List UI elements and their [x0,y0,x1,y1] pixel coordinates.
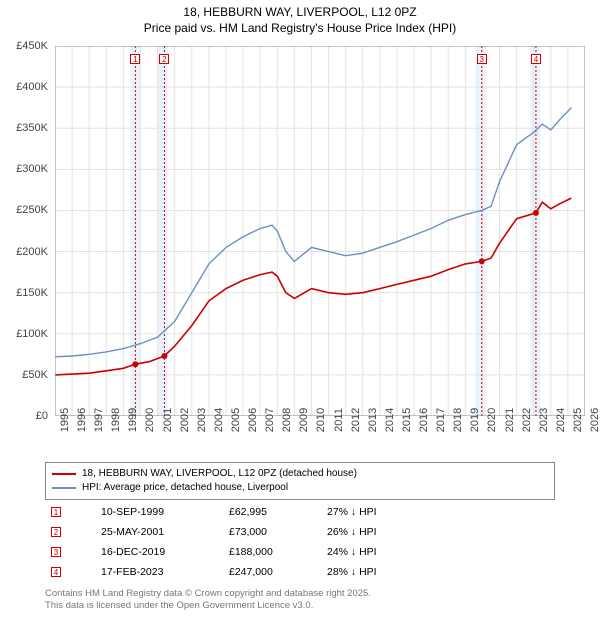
x-tick-label: 2012 [350,408,362,432]
x-tick-label: 2019 [469,408,481,432]
sales-marker-box: 2 [51,527,61,537]
x-tick-label: 1998 [110,408,122,432]
chart-marker-box: 4 [531,54,541,64]
x-tick-label: 2002 [179,408,191,432]
y-tick-label: £100K [16,328,48,340]
x-tick-label: 2010 [315,408,327,432]
x-tick-label: 2016 [418,408,430,432]
y-axis-labels: £0£50K£100K£150K£200K£250K£300K£350K£400… [0,46,52,416]
sales-price: £73,000 [229,526,309,538]
x-tick-label: 1996 [76,408,88,432]
sales-date: 25-MAY-2001 [101,526,211,538]
x-tick-label: 2005 [230,408,242,432]
x-tick-label: 1995 [59,408,71,432]
x-tick-label: 2024 [555,408,567,432]
x-tick-label: 2011 [333,408,345,432]
y-tick-label: £200K [16,246,48,258]
legend-row: 18, HEBBURN WAY, LIVERPOOL, L12 0PZ (det… [52,467,548,481]
sales-price: £188,000 [229,546,309,558]
sales-table: 1 10-SEP-1999 £62,995 27% ↓ HPI 2 25-MAY-2001… [45,502,417,582]
x-tick-label: 2014 [384,408,396,432]
x-tick-label: 2004 [213,408,225,432]
sales-date: 17-FEB-2023 [101,566,211,578]
x-tick-label: 1997 [93,408,105,432]
x-tick-label: 2001 [162,408,174,432]
x-tick-label: 2023 [538,408,550,432]
x-tick-label: 2017 [435,408,447,432]
x-tick-label: 2003 [196,408,208,432]
x-tick-label: 2007 [264,408,276,432]
y-tick-label: £150K [16,287,48,299]
legend-label: 18, HEBBURN WAY, LIVERPOOL, L12 0PZ (det… [82,467,357,481]
sales-price: £247,000 [229,566,309,578]
x-tick-label: 2008 [281,408,293,432]
sales-row: 4 17-FEB-2023 £247,000 28% ↓ HPI [45,562,417,582]
sales-diff: 24% ↓ HPI [327,546,417,558]
sales-price: £62,995 [229,506,309,518]
y-tick-label: £300K [16,163,48,175]
legend-label: HPI: Average price, detached house, Live… [82,481,288,495]
chart-title-block: 18, HEBBURN WAY, LIVERPOOL, L12 0PZ Pric… [0,0,600,36]
sales-row: 3 16-DEC-2019 £188,000 24% ↓ HPI [45,542,417,562]
footnote-line-1: Contains HM Land Registry data © Crown c… [45,588,371,600]
sales-marker-box: 1 [51,507,61,517]
title-line-1: 18, HEBBURN WAY, LIVERPOOL, L12 0PZ [0,4,600,20]
sales-row: 2 25-MAY-2001 £73,000 26% ↓ HPI [45,522,417,542]
x-tick-label: 2026 [589,408,600,432]
x-tick-label: 2025 [572,408,584,432]
title-line-2: Price paid vs. HM Land Registry's House … [0,20,600,36]
sales-diff: 27% ↓ HPI [327,506,417,518]
footnote: Contains HM Land Registry data © Crown c… [45,588,371,613]
y-tick-label: £250K [16,204,48,216]
chart-marker-box: 1 [130,54,140,64]
legend-swatch [52,487,76,489]
x-tick-label: 2015 [401,408,413,432]
y-tick-label: £50K [22,369,48,381]
x-axis-labels: 1995199619971998199920002001200220032004… [55,420,585,460]
sales-marker-box: 3 [51,547,61,557]
legend-swatch [52,473,76,475]
legend-row: HPI: Average price, detached house, Live… [52,481,548,495]
chart-marker-box: 3 [477,54,487,64]
x-tick-label: 2020 [486,408,498,432]
sales-row: 1 10-SEP-1999 £62,995 27% ↓ HPI [45,502,417,522]
sales-date: 16-DEC-2019 [101,546,211,558]
x-tick-label: 2009 [298,408,310,432]
y-tick-label: £0 [36,410,48,422]
x-tick-label: 1999 [127,408,139,432]
sales-diff: 28% ↓ HPI [327,566,417,578]
footnote-line-2: This data is licensed under the Open Gov… [45,600,371,612]
x-tick-label: 2006 [247,408,259,432]
x-tick-label: 2018 [452,408,464,432]
sales-date: 10-SEP-1999 [101,506,211,518]
sales-marker-box: 4 [51,567,61,577]
y-tick-label: £350K [16,122,48,134]
sales-diff: 26% ↓ HPI [327,526,417,538]
legend: 18, HEBBURN WAY, LIVERPOOL, L12 0PZ (det… [45,462,555,500]
chart-area: 1 2 3 4 [55,46,585,416]
x-tick-label: 2000 [144,408,156,432]
y-tick-label: £450K [16,40,48,52]
x-tick-label: 2022 [521,408,533,432]
x-tick-label: 2021 [504,408,516,432]
y-tick-label: £400K [16,81,48,93]
x-tick-label: 2013 [367,408,379,432]
chart-marker-box: 2 [159,54,169,64]
chart-svg [55,46,585,416]
